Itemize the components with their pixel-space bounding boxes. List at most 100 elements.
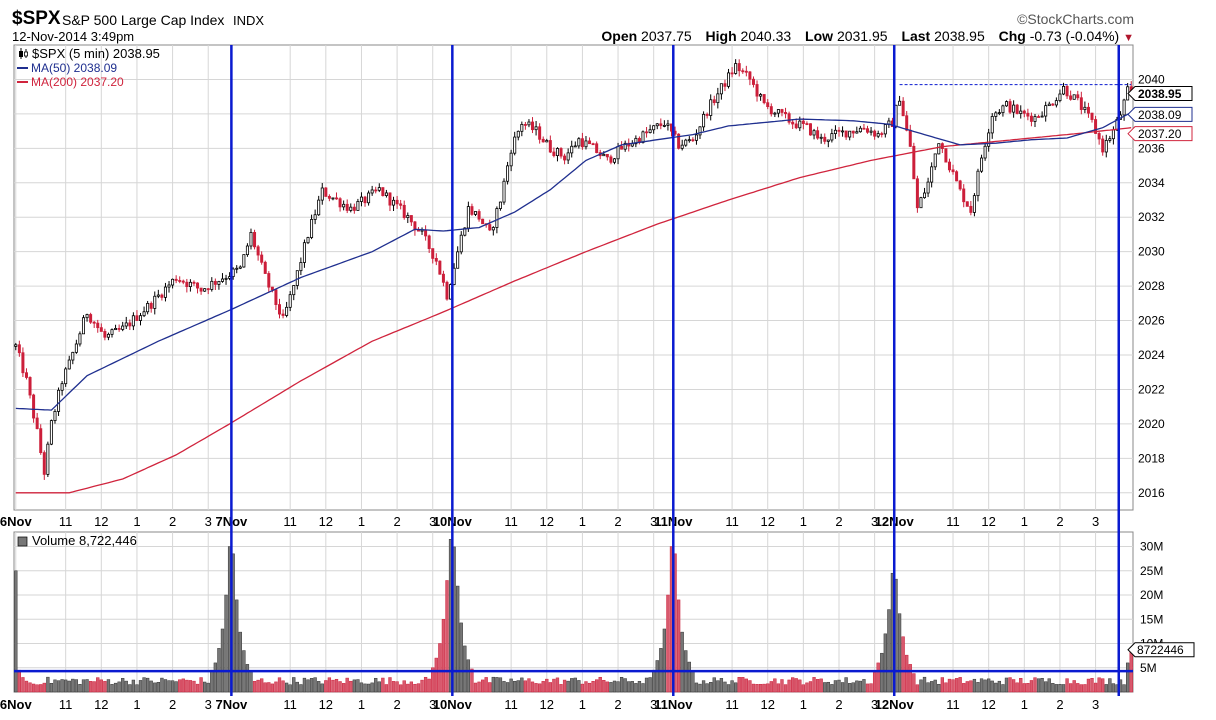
volume-bar — [1008, 677, 1012, 693]
candle-body — [14, 344, 18, 347]
volume-bar — [1004, 677, 1009, 693]
candle-body — [744, 70, 748, 73]
candle-body — [901, 100, 905, 117]
candle-body — [727, 72, 731, 87]
candle-body — [812, 130, 816, 136]
candle-body — [235, 267, 239, 270]
volume-bar — [933, 679, 937, 693]
down-arrow-icon: ▼ — [1123, 32, 1134, 44]
volume-tick-label: 5M — [1140, 661, 1157, 675]
candle-body — [281, 313, 285, 316]
volume-bar — [730, 680, 734, 693]
candle-body — [837, 129, 841, 132]
legend-symbol: $SPX (5 min) 2038.95 — [32, 46, 160, 61]
time-tick-label: 3 — [871, 514, 878, 529]
candle-body — [470, 206, 474, 215]
volume-bar — [1061, 684, 1066, 693]
volume-bar — [612, 680, 617, 693]
price-tick-label: 2030 — [1138, 245, 1165, 259]
candle-body — [687, 139, 691, 142]
candle-body — [53, 411, 57, 421]
volume-bar — [833, 680, 838, 693]
volume-bar — [701, 680, 706, 693]
candle-body — [883, 124, 887, 135]
candle-body — [787, 113, 791, 123]
candle-body — [737, 63, 741, 72]
volume-bar — [787, 679, 791, 693]
candle-body — [210, 280, 214, 290]
volume-bar — [406, 683, 410, 693]
volume-bar — [719, 678, 724, 693]
candle-body — [456, 251, 460, 269]
volume-bar — [648, 677, 652, 693]
volume-bar — [113, 682, 118, 693]
volume-bar — [694, 682, 699, 693]
time-tick-label: 3 — [1092, 514, 1099, 529]
time-tick-label: 12 — [94, 697, 108, 712]
volume-bar — [990, 680, 994, 693]
volume-bar — [274, 681, 278, 693]
volume-bar — [85, 679, 89, 693]
volume-bar — [466, 659, 471, 693]
candle-body — [292, 285, 296, 296]
candle-body — [951, 169, 955, 173]
volume-bar — [498, 677, 503, 693]
volume-bar — [1072, 680, 1076, 693]
candle-body — [49, 420, 53, 445]
candle-body — [719, 83, 723, 95]
candle-body — [196, 282, 200, 289]
volume-bar — [712, 677, 716, 693]
volume-bar — [880, 652, 884, 693]
candle-body — [534, 126, 538, 131]
volume-bar — [427, 678, 431, 693]
volume-bar — [292, 677, 296, 693]
volume-bar — [17, 669, 21, 693]
volume-bar — [598, 676, 602, 693]
legend-entry: MA(200) 2037.20 — [31, 75, 124, 89]
brand-logo[interactable]: ©StockCharts.com — [1017, 11, 1134, 27]
candle-body — [1097, 133, 1101, 140]
volume-bar — [780, 679, 784, 693]
candle-body — [844, 130, 848, 138]
time-tick-label: 11 — [725, 514, 739, 529]
candle-body — [972, 195, 976, 213]
ma50-line — [15, 111, 1132, 411]
time-tick-label: 3 — [871, 697, 878, 712]
candle-body — [759, 94, 763, 97]
volume-bar — [495, 677, 499, 693]
time-tick-label: 12 — [981, 697, 995, 712]
time-tick-label: 12Nov — [875, 697, 915, 712]
candle-body — [659, 123, 663, 126]
candle-body — [652, 125, 656, 131]
candle-body — [826, 139, 830, 142]
candle-body — [238, 266, 242, 269]
candle-body — [103, 331, 107, 338]
volume-bar — [783, 684, 788, 693]
volume-bar — [912, 673, 916, 693]
candle-body — [1062, 85, 1066, 95]
candle-body — [85, 314, 89, 319]
candle-body — [342, 203, 346, 208]
volume-bar — [320, 683, 324, 693]
volume-bar — [591, 681, 595, 693]
volume-bar — [520, 677, 524, 693]
volume-bar — [163, 679, 168, 693]
time-tick-label: 2 — [614, 697, 621, 712]
time-tick-label: 12 — [540, 697, 554, 712]
candle-body — [1090, 112, 1094, 120]
high-value: 2040.33 — [740, 28, 792, 44]
volume-bar — [1122, 684, 1126, 693]
volume-bar — [423, 676, 428, 693]
candle-body — [716, 93, 720, 104]
volume-bar — [1104, 684, 1108, 693]
candle-body — [381, 187, 385, 196]
time-tick-label: 6Nov — [0, 514, 32, 529]
chg-label: Chg — [998, 28, 1026, 44]
volume-bar — [431, 667, 435, 693]
candle-body — [139, 315, 143, 321]
volume-bar — [413, 683, 417, 693]
volume-bar — [744, 678, 748, 693]
candle-body — [766, 102, 770, 108]
volume-bar — [758, 683, 763, 693]
volume-tick-label: 30M — [1140, 540, 1163, 554]
